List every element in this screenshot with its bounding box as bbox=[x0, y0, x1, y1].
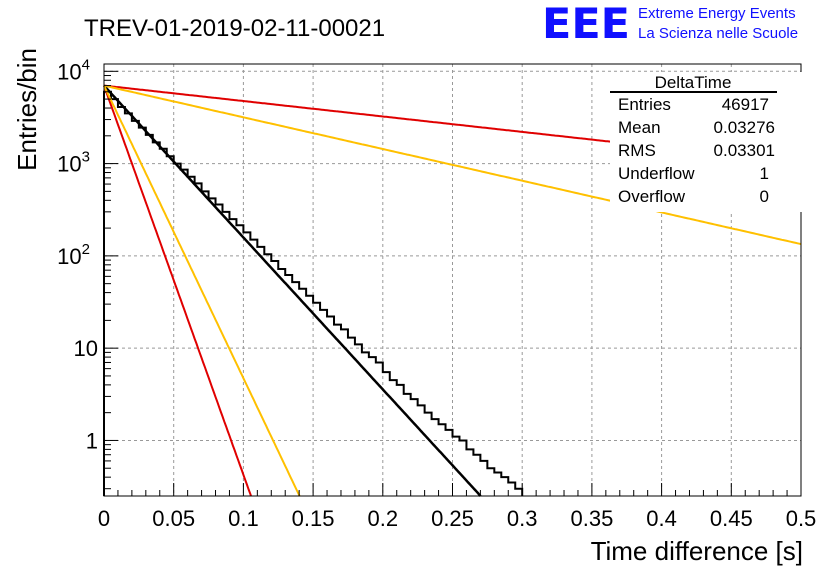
x-tick-label: 0.05 bbox=[152, 506, 195, 531]
y-tick-label: 103 bbox=[57, 149, 90, 177]
x-tick-label: 0.3 bbox=[507, 506, 538, 531]
stats-row-label: Mean bbox=[618, 118, 661, 137]
x-tick-label: 0.45 bbox=[710, 506, 753, 531]
histogram bbox=[103, 90, 524, 496]
eee-logo: EEE Extreme Energy Events La Scienza nel… bbox=[542, 0, 798, 48]
red-curve bbox=[103, 85, 252, 497]
stats-box-bg bbox=[610, 72, 802, 212]
fit-curve bbox=[103, 84, 482, 497]
logo-line-1: Extreme Energy Events bbox=[638, 5, 796, 22]
chart-title: TREV-01-2019-02-11-00021 bbox=[84, 15, 385, 42]
curves bbox=[103, 84, 802, 497]
y-tick-label: 1 bbox=[86, 428, 98, 453]
y-tick-label: 10 bbox=[74, 336, 98, 361]
orange-curve bbox=[103, 85, 301, 497]
grid-lines bbox=[104, 64, 801, 496]
axis-ticks bbox=[103, 70, 802, 496]
stats-row-value: 1 bbox=[760, 164, 769, 183]
x-tick-label: 0.15 bbox=[292, 506, 335, 531]
y-tick-exponent: 3 bbox=[82, 149, 90, 166]
x-tick-label: 0.2 bbox=[368, 506, 399, 531]
x-tick-label: 0.4 bbox=[646, 506, 677, 531]
x-axis-label: Time difference [s] bbox=[591, 536, 803, 566]
x-tick-label: 0.1 bbox=[228, 506, 259, 531]
stats-row-value: 0.03276 bbox=[714, 118, 775, 137]
x-tick-label: 0.5 bbox=[786, 506, 817, 531]
orange-curve bbox=[103, 84, 802, 246]
x-tick-label: 0 bbox=[98, 506, 110, 531]
stats-row-value: 46917 bbox=[722, 95, 769, 114]
stats-row-label: Overflow bbox=[618, 187, 686, 206]
stats-row-label: Entries bbox=[618, 95, 671, 114]
histogram-steps bbox=[103, 90, 524, 496]
y-tick-label: 104 bbox=[57, 56, 90, 84]
y-tick-exponent: 4 bbox=[82, 56, 90, 73]
y-tick-exponent: 2 bbox=[82, 241, 90, 258]
stats-row-value: 0.03301 bbox=[714, 141, 775, 160]
stats-row-value: 0 bbox=[760, 187, 769, 206]
y-axis-label: Entries/bin bbox=[12, 48, 42, 171]
stats-row-label: Underflow bbox=[618, 164, 695, 183]
y-tick-label: 102 bbox=[57, 241, 90, 269]
x-tick-label: 0.35 bbox=[570, 506, 613, 531]
x-tick-label: 0.25 bbox=[431, 506, 474, 531]
stats-box-title: DeltaTime bbox=[655, 73, 732, 92]
logo-line-2: La Scienza nelle Scuole bbox=[638, 25, 798, 42]
stats-box: DeltaTime Entries 46917 Mean 0.03276 RMS… bbox=[610, 72, 802, 212]
logo-letters: EEE bbox=[542, 0, 630, 48]
stats-row-label: RMS bbox=[618, 141, 656, 160]
